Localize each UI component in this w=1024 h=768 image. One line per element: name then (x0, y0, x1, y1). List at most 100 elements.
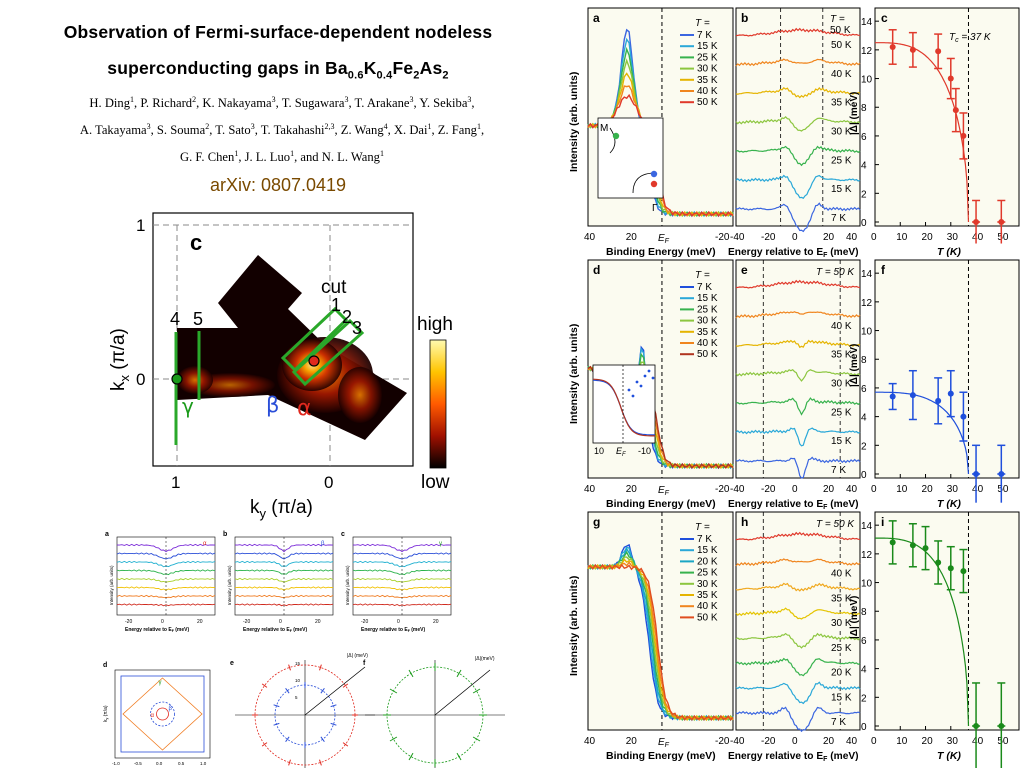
polar-e-errbar (319, 664, 322, 671)
gap-panel-frame (874, 7, 1020, 227)
author-name: T. Takahashi (260, 123, 325, 138)
author-affiliation: 1 (476, 122, 481, 132)
edc-legend-label: 50 K (697, 349, 718, 360)
edc-ef-tick: EF (658, 485, 670, 497)
author-name: N. L. Wang (321, 150, 380, 165)
cut-number-2: 2 (342, 307, 352, 327)
gap-data-point (998, 723, 1005, 729)
author-name: P. Richard (140, 96, 193, 111)
sym-temp-bg (829, 183, 859, 195)
author-affiliation: 1 (427, 122, 432, 132)
sym-xlabel: Energy relative to EF (meV) (728, 751, 859, 763)
fs-xaxis-tick-0: 0 (324, 473, 333, 492)
colorbar-high-label: high (417, 314, 453, 335)
sym-xtick: -40 (730, 484, 745, 495)
small-xlabel: Energy relative to EF (meV) (125, 627, 189, 633)
gap-ytick: 8 (861, 103, 867, 114)
gap-xtick: 30 (947, 736, 959, 747)
edc-ylabel-group: Intensity (arb. units) (568, 72, 580, 172)
alpha-point-marker (308, 355, 320, 367)
gap-data-point (960, 413, 967, 420)
gap-ytick: 2 (861, 189, 867, 200)
author-name: G. F. Chen (180, 150, 235, 165)
sym-temp-label: 7 K (831, 213, 846, 224)
bz-gamma-label: γ (159, 680, 162, 686)
edc-legend-label: 30 K (697, 64, 718, 75)
gap-ytick: 10 (861, 327, 873, 338)
polar-e-errbar (288, 664, 291, 671)
title-sub-2: 0.4 (376, 69, 393, 82)
sym-header: T = (830, 14, 845, 25)
sym-xtick: 20 (823, 232, 835, 243)
edc-inset-tick: -10 (638, 446, 651, 456)
gap-xtick: 20 (922, 232, 934, 243)
bz-square (120, 675, 205, 753)
gap-xtick: 40 (972, 736, 984, 747)
sym-xtick: -40 (730, 232, 745, 243)
small-xtick: 20 (197, 619, 203, 625)
polar-e-errbar (330, 722, 337, 726)
small-curve (234, 543, 334, 553)
gap-data-point (935, 48, 942, 55)
small-curve (234, 603, 334, 607)
gap-tc-sub: c (955, 37, 959, 44)
sym-xtick: -40 (730, 736, 745, 747)
gap-ylabel-group: |Δ| (meV) (849, 344, 860, 387)
small-band-label: γ (439, 541, 442, 547)
sym-temp-bg (829, 348, 859, 360)
sym-curve (735, 86, 861, 99)
sym-temp-bg (829, 666, 859, 678)
small-xlabel: Energy relative to EF (meV) (243, 627, 307, 633)
edc-legend-label: 40 K (697, 86, 718, 97)
gap-ytick: 6 (861, 384, 867, 395)
small-panel-label: a (105, 531, 109, 538)
sym-temp-bg (829, 212, 859, 223)
sym-temp-label: 30 K (831, 127, 852, 138)
edc-ylabel: Intensity (arb. units) (568, 72, 580, 172)
title-formula-k: K (363, 58, 377, 78)
sym-xtick: 40 (846, 484, 858, 495)
author-affiliation: 2,3 (324, 122, 335, 132)
polar-e-errbar (273, 722, 280, 726)
small-xlabel-sub: F (290, 629, 293, 633)
small-ylabel: Intensity (arb. units) (345, 565, 350, 605)
small-ylabel: Intensity (arb. units) (109, 565, 114, 605)
bz-ylabel-unit: (π/a) (103, 705, 109, 718)
sym-xlabel-sub: F (823, 252, 828, 259)
gap-ytick: 0 (861, 218, 867, 229)
gap-ytick: 4 (861, 413, 867, 424)
small-xtick: 20 (315, 619, 321, 625)
gap-ytick: 2 (861, 441, 867, 452)
sym-xlabel: Energy relative to EF (meV) (728, 499, 859, 511)
small-xlabel-unit: (meV) (174, 627, 190, 633)
gap-data-point (960, 132, 967, 139)
gap-xtick: 30 (947, 232, 959, 243)
band-label-beta: β (266, 393, 279, 417)
gap-ytick: 0 (861, 722, 867, 733)
gap-data-point (909, 392, 916, 399)
small-xtick: 0 (397, 619, 400, 625)
sym-xtick: -20 (761, 484, 776, 495)
sym-temp-label: 25 K (831, 155, 852, 166)
cut-number-5: 5 (193, 309, 203, 329)
sym-curve (735, 202, 861, 233)
gap-panel-frame (874, 259, 1020, 479)
edc-ylabel: Intensity (arb. units) (568, 576, 580, 676)
gap-panel-frame (874, 511, 1020, 731)
author-affiliation: 3 (344, 95, 349, 104)
gap-xlabel: T (K) (937, 498, 961, 510)
small-panel-frame (116, 536, 216, 616)
author-name: Y. Sekiba (419, 96, 468, 111)
sym-xtick: 0 (792, 736, 798, 747)
fs-yaxis-tick-0: 0 (136, 370, 145, 389)
sym-curve (735, 681, 861, 705)
sym-curve (735, 115, 861, 132)
small-panel-frame (234, 536, 334, 616)
gap-data-point (935, 559, 942, 566)
sym-curve (735, 311, 861, 319)
edc-xtick: -20 (715, 484, 730, 495)
gap-xtick: 0 (871, 484, 877, 495)
polar-e-errbar (288, 759, 291, 766)
edc-inset-gamma-label: Γ (652, 203, 658, 214)
edc-inset-point (643, 374, 647, 378)
